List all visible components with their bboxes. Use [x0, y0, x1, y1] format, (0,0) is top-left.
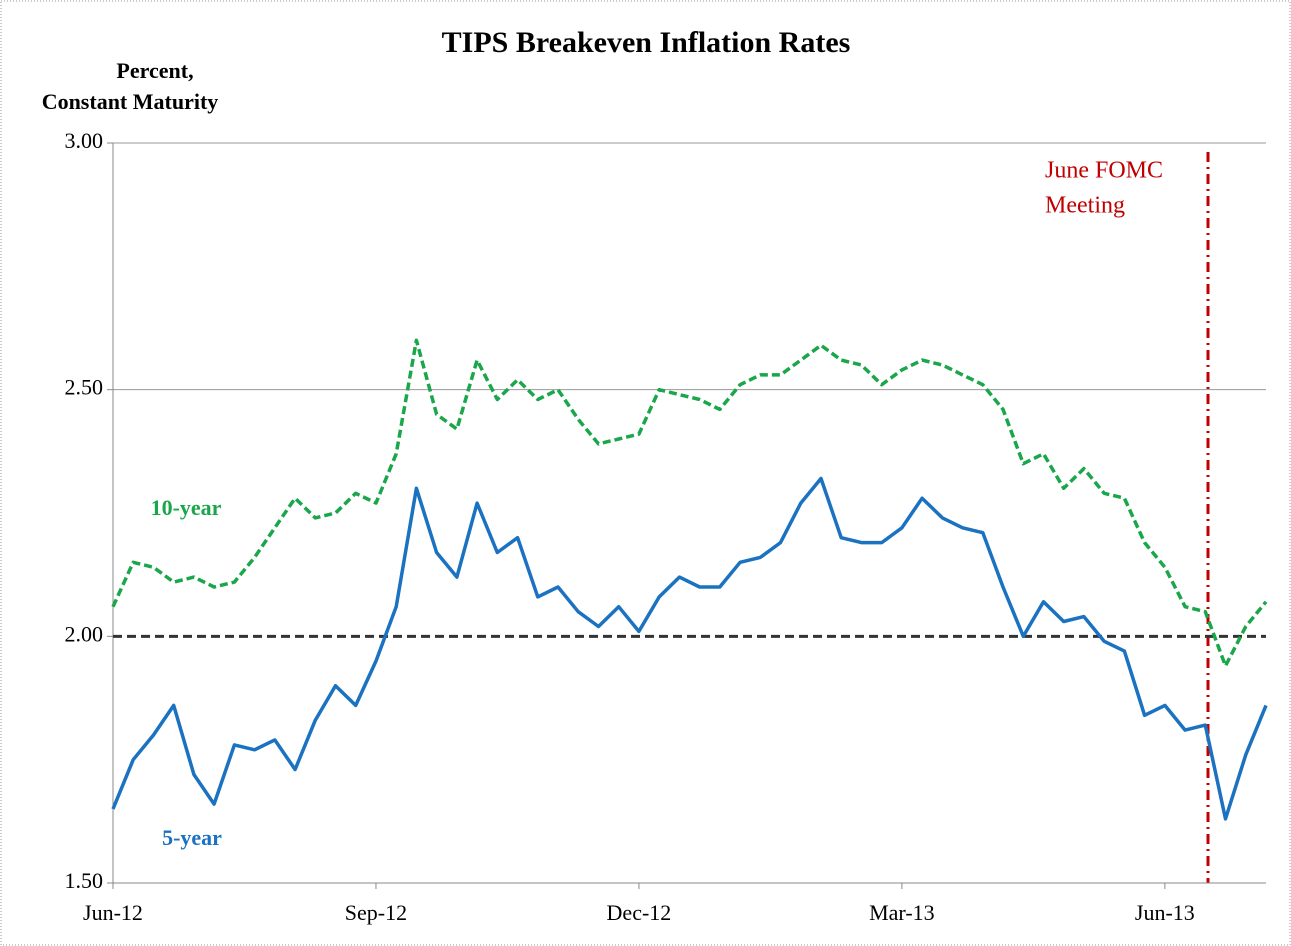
chart-title: TIPS Breakeven Inflation Rates — [442, 26, 851, 59]
x-tick-label: Sep-12 — [345, 900, 407, 925]
y-tick-label: 1.50 — [65, 868, 104, 893]
x-tick-label: Jun-12 — [83, 900, 143, 925]
x-tick-label: Dec-12 — [607, 900, 672, 925]
x-tick-label: Jun-13 — [1135, 900, 1195, 925]
y-axis-label: Constant Maturity — [42, 89, 219, 114]
series-line — [111, 476, 1268, 821]
y-axis-label: Percent, — [116, 58, 193, 83]
series-label: 5-year — [162, 825, 222, 850]
y-tick-label: 2.50 — [65, 375, 104, 400]
y-tick-label: 2.00 — [65, 621, 104, 646]
x-tick-label: Mar-13 — [869, 900, 935, 925]
series-line — [111, 338, 1268, 668]
series-label: 10-year — [151, 495, 222, 520]
annotation: June FOMC — [1045, 158, 1163, 184]
y-tick-label: 3.00 — [65, 128, 104, 153]
annotation: Meeting — [1045, 193, 1125, 219]
